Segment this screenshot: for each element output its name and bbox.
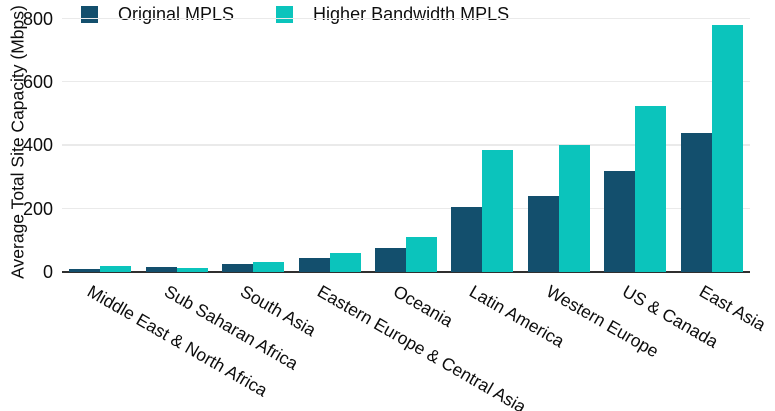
gridline-600	[62, 80, 750, 83]
bar-original-3	[298, 257, 330, 272]
bar-higher-5	[482, 150, 514, 272]
bar-higher-1	[176, 267, 208, 272]
bar-original-6	[527, 195, 559, 272]
y-tick-label-400: 400	[22, 135, 53, 156]
bar-original-7	[604, 170, 636, 272]
y-tick-label-600: 600	[22, 71, 53, 92]
gridline-400	[62, 144, 750, 146]
bar-higher-7	[635, 105, 667, 272]
bar-original-5	[451, 207, 483, 272]
bar-higher-6	[558, 145, 590, 272]
bar-original-8	[680, 132, 712, 272]
gridline-200	[62, 207, 750, 210]
y-tick-label-0: 0	[42, 262, 53, 282]
gridline-800	[62, 17, 750, 19]
bar-higher-8	[711, 24, 743, 272]
x-axis-line	[62, 271, 750, 273]
bar-original-1	[145, 267, 177, 272]
y-tick-label-200: 200	[22, 198, 53, 219]
bar-higher-2	[253, 261, 285, 272]
bar-higher-3	[329, 252, 361, 272]
bar-original-0	[69, 268, 101, 272]
bar-original-2	[222, 264, 254, 272]
bar-higher-4	[406, 237, 437, 272]
bar-original-4	[375, 248, 406, 272]
y-tick-label-800: 800	[22, 8, 53, 29]
bar-higher-0	[100, 265, 132, 272]
